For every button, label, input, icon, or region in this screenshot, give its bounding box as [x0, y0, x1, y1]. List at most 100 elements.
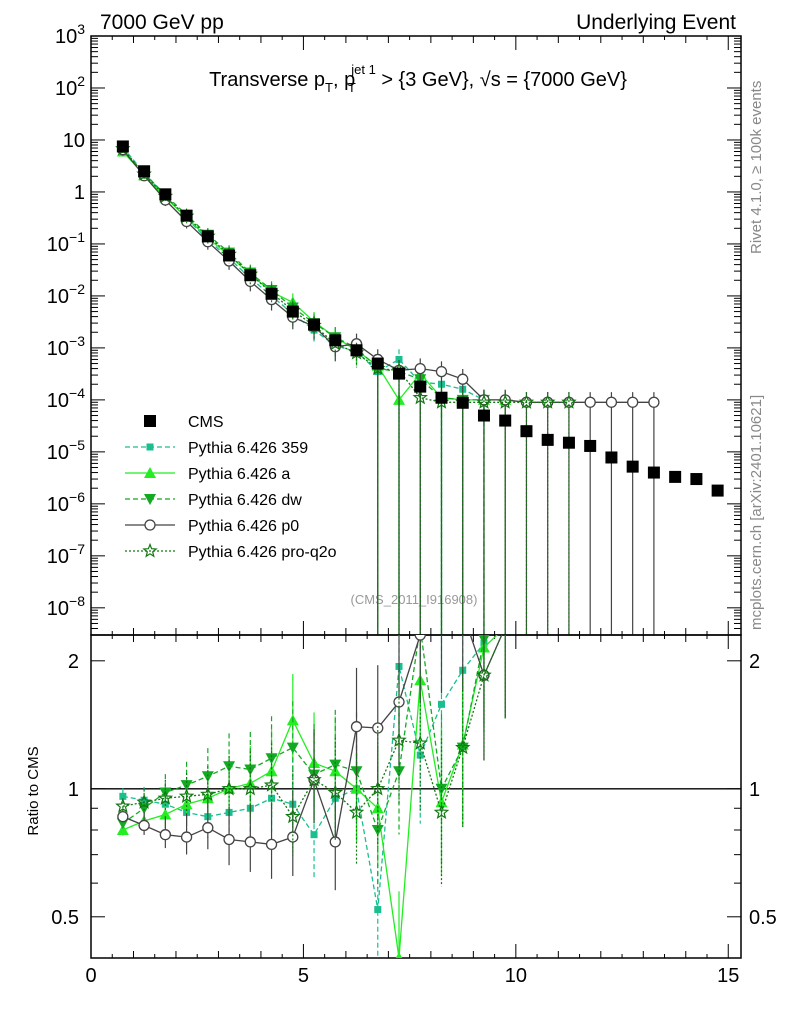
ratio-point-pq2o [455, 739, 471, 755]
analysis-watermark: (CMS_2011_I916908) [351, 592, 478, 607]
ratio-point-p359 [437, 700, 445, 708]
y-tick-label: 10−3 [47, 333, 85, 360]
point-cms [265, 287, 278, 300]
point-pp0 [435, 365, 448, 378]
y-tick-label: 10−2 [47, 281, 85, 308]
point-cms [138, 165, 151, 178]
legend-marker-pq2o [142, 542, 158, 558]
ratio-tick-label-right: 2 [749, 651, 760, 673]
point-cms [393, 367, 406, 380]
point-cms [647, 466, 660, 479]
ratio-line-pdw [122, 635, 485, 832]
main-series-group [115, 140, 724, 635]
point-cms [584, 439, 597, 452]
ratio-point-pdw [329, 759, 342, 771]
ratio-series-group [115, 635, 506, 958]
ratio-point-pq2o [178, 788, 195, 803]
point-cms [477, 409, 490, 422]
ratio-point-pp0 [117, 811, 129, 823]
point-cms [159, 188, 172, 201]
x-tick-label: 15 [717, 965, 739, 987]
title-tail: > {3 GeV}, √s = {7000 GeV} [376, 69, 627, 91]
legend-label-pa: Pythia 6.426 a [188, 466, 290, 483]
title-base: Transverse p [209, 69, 325, 91]
ratio-ylabel: Ratio to CMS [25, 746, 42, 835]
legend-label-cms: CMS [188, 414, 224, 431]
x-tick-label: 10 [505, 965, 527, 987]
ratio-tick-label-right: 1 [749, 779, 760, 801]
ratio-point-pdw [393, 766, 406, 778]
point-cms [626, 460, 639, 473]
point-cms [308, 318, 321, 331]
y-tick-label: 102 [55, 73, 85, 100]
ratio-point-p359 [310, 831, 318, 839]
y-tick-label: 10−4 [47, 385, 85, 412]
legend-marker-cms [144, 415, 156, 427]
ratio-point-pp0 [138, 819, 150, 832]
point-cms [116, 140, 129, 153]
legend: CMS Pythia 6.426 359 Pythia 6.426 a Pythia … [125, 414, 337, 561]
point-cms [286, 305, 299, 318]
ratio-point-pdw [244, 764, 257, 776]
ratio-point-pdw [265, 753, 278, 765]
point-cms [562, 436, 575, 449]
ratio-point-pq2o [476, 667, 492, 682]
ratio-point-pa [159, 808, 172, 820]
ratio-point-pp0 [329, 836, 341, 848]
ratio-point-pa [116, 824, 129, 836]
ratio-tick-label-right: 0.5 [749, 907, 777, 929]
ratio-point-pdw [286, 742, 299, 754]
ratio-point-pp0 [414, 635, 426, 641]
ratio-panel: 0 5 10 15 0.5 0.5 1 1 2 2 [51, 634, 777, 987]
legend-marker-pa [144, 467, 156, 478]
mcplots-label: mcplots.cern.ch [arXiv:2401.10621] [748, 395, 765, 630]
ratio-point-pq2o [157, 790, 174, 805]
point-cms [605, 451, 618, 464]
point-pq2o [539, 394, 556, 409]
ratio-point-p359 [374, 906, 382, 914]
ratio-point-p359 [140, 796, 148, 804]
ratio-point-pdw [223, 761, 236, 773]
point-cms [541, 433, 554, 446]
ratio-point-pq2o [242, 780, 259, 796]
point-pp0 [605, 396, 618, 408]
ratio-line-pq2o [122, 635, 503, 818]
ratio-point-p359 [119, 792, 127, 800]
ratio-point-pq2o [136, 794, 152, 809]
title-sub1: T [325, 80, 333, 95]
ratio-point-pp0 [265, 838, 278, 851]
y-tick-label: 10−8 [47, 593, 85, 620]
ratio-point-pq2o [370, 780, 386, 796]
y-tick-label: 10−6 [47, 489, 85, 516]
point-cms [180, 209, 193, 222]
legend-marker-pdw [144, 494, 156, 505]
point-pq2o [497, 394, 513, 409]
point-pp0 [648, 396, 660, 408]
point-cms [223, 249, 236, 262]
point-cms [350, 344, 363, 357]
ratio-point-p359 [416, 751, 424, 759]
ratio-point-pp0 [159, 829, 171, 841]
title-mid: , p [333, 69, 355, 91]
ratio-point-pq2o [327, 784, 344, 800]
ratio-point-pp0 [223, 833, 235, 846]
ratio-point-pp0 [180, 831, 193, 843]
ratio-point-pa [180, 798, 193, 810]
ratio-point-pq2o [115, 798, 131, 813]
title-sub2: T [348, 80, 356, 95]
point-cms [456, 396, 469, 409]
point-cms [201, 230, 214, 243]
ratio-point-pq2o [221, 780, 237, 796]
point-cms [690, 473, 703, 486]
ratio-point-pq2o [348, 804, 365, 820]
point-cms [499, 414, 512, 427]
point-cms [711, 484, 724, 497]
point-pq2o [518, 394, 535, 409]
ratio-point-pa [395, 952, 403, 958]
ratio-point-pa [265, 765, 278, 777]
point-pq2o [561, 394, 577, 409]
ratio-point-pq2o [285, 808, 301, 824]
